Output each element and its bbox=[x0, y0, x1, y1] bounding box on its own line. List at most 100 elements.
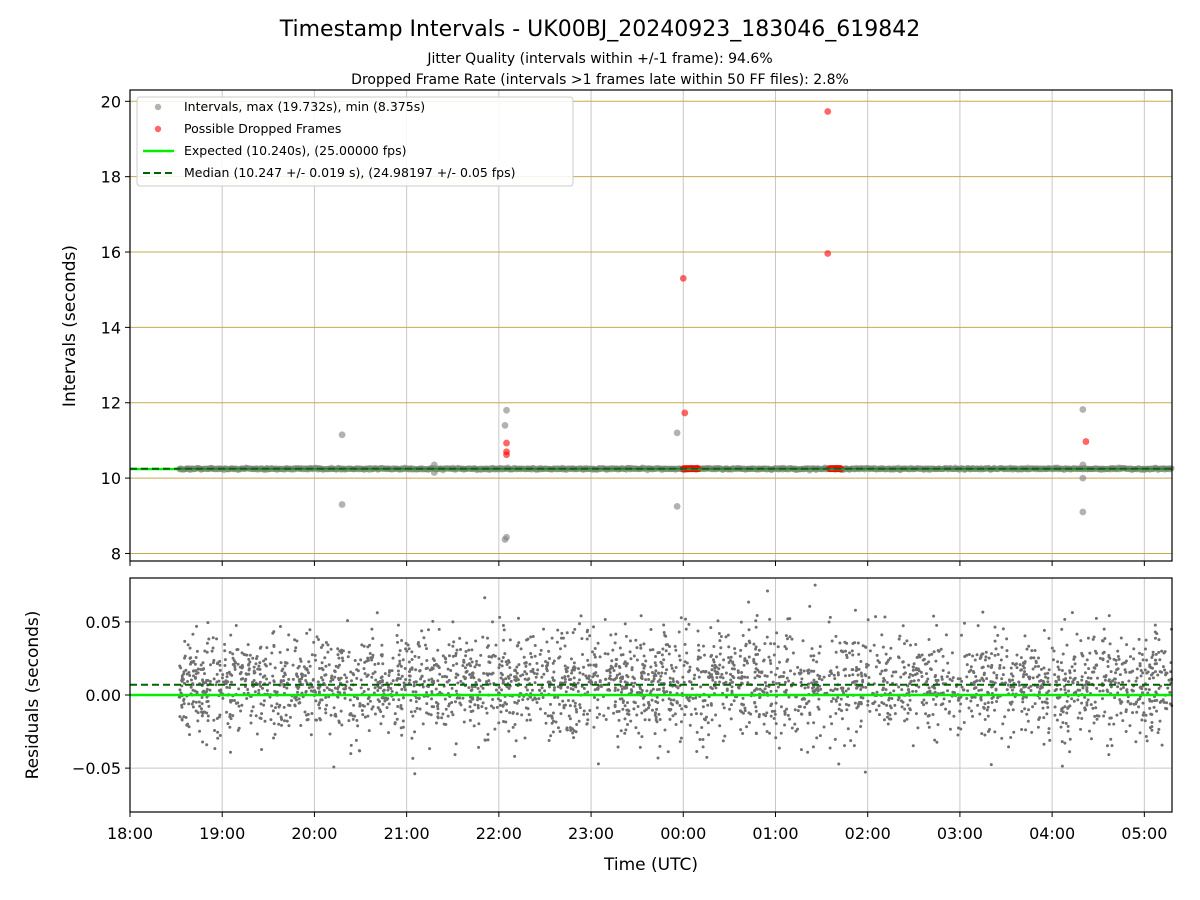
residual-point bbox=[489, 704, 493, 708]
residual-point bbox=[249, 721, 253, 725]
residual-point bbox=[677, 630, 681, 634]
residual-point bbox=[297, 664, 301, 668]
residual-point bbox=[272, 643, 276, 647]
residual-point bbox=[812, 654, 816, 658]
residual-point bbox=[899, 699, 903, 703]
residual-point bbox=[1143, 647, 1147, 651]
residual-point bbox=[474, 639, 478, 643]
residual-point bbox=[348, 712, 352, 716]
residual-point bbox=[754, 625, 758, 629]
residual-point bbox=[1102, 650, 1106, 654]
residual-point bbox=[712, 660, 716, 664]
residual-point bbox=[373, 712, 377, 716]
residual-point bbox=[1019, 689, 1023, 693]
residual-point bbox=[598, 712, 602, 716]
residual-point bbox=[754, 709, 758, 713]
residual-point bbox=[402, 681, 406, 685]
residual-point bbox=[707, 676, 711, 680]
residual-point bbox=[1115, 713, 1119, 717]
residual-point bbox=[199, 663, 203, 667]
residual-point bbox=[1015, 653, 1019, 657]
residual-point bbox=[718, 680, 722, 684]
residual-point bbox=[831, 689, 835, 693]
residual-point bbox=[707, 733, 711, 737]
residual-point bbox=[1109, 670, 1113, 674]
residual-point bbox=[196, 671, 200, 675]
residual-point bbox=[762, 722, 766, 726]
residual-point bbox=[716, 619, 720, 623]
residual-point bbox=[888, 713, 892, 717]
residual-point bbox=[779, 674, 783, 678]
residual-point bbox=[291, 663, 295, 667]
residual-point bbox=[514, 739, 518, 743]
residual-point bbox=[462, 720, 466, 724]
residual-point bbox=[287, 724, 291, 728]
residual-point bbox=[603, 617, 607, 621]
residual-point bbox=[933, 738, 937, 742]
residual-point bbox=[948, 710, 952, 714]
residual-point bbox=[1103, 678, 1107, 682]
residual-point bbox=[1119, 687, 1123, 691]
x-tick-label: 02:00 bbox=[845, 824, 891, 843]
legend-median-label: Median (10.247 +/- 0.019 s), (24.98197 +… bbox=[184, 165, 515, 180]
residual-point bbox=[1023, 685, 1027, 689]
residual-point bbox=[1042, 666, 1046, 670]
residual-point bbox=[885, 703, 889, 707]
residual-point bbox=[816, 689, 820, 693]
residual-point bbox=[261, 675, 265, 679]
residual-point bbox=[285, 686, 289, 690]
residual-point bbox=[536, 668, 540, 672]
residual-point bbox=[897, 685, 901, 689]
residual-point bbox=[327, 663, 331, 667]
residual-point bbox=[308, 664, 312, 668]
residual-point bbox=[523, 677, 527, 681]
residual-point bbox=[272, 736, 276, 740]
residual-point bbox=[1141, 701, 1145, 705]
residual-point bbox=[1139, 674, 1143, 678]
residual-point bbox=[1140, 691, 1144, 695]
residual-point bbox=[425, 691, 429, 695]
residual-point bbox=[874, 615, 878, 619]
residual-point bbox=[747, 600, 751, 604]
residual-point bbox=[816, 673, 820, 677]
residual-point bbox=[337, 656, 341, 660]
residual-point bbox=[1107, 722, 1111, 726]
residual-point bbox=[319, 718, 323, 722]
residual-point bbox=[359, 678, 363, 682]
residual-point bbox=[1035, 685, 1039, 689]
residual-point bbox=[999, 658, 1003, 662]
residual-point bbox=[1051, 658, 1055, 662]
interval-point bbox=[430, 461, 438, 469]
residual-point bbox=[1137, 705, 1141, 709]
residual-point bbox=[370, 658, 374, 662]
residual-point bbox=[611, 666, 615, 670]
residual-point bbox=[1060, 627, 1064, 631]
residual-point bbox=[270, 704, 274, 708]
residual-point bbox=[221, 696, 225, 700]
residual-point bbox=[596, 762, 600, 766]
residual-point bbox=[817, 697, 821, 701]
residual-point bbox=[441, 654, 445, 658]
residual-point bbox=[747, 628, 751, 632]
residual-point bbox=[240, 664, 244, 668]
residual-point bbox=[573, 701, 577, 705]
residual-point bbox=[378, 681, 382, 685]
residual-point bbox=[568, 717, 572, 721]
residual-point bbox=[724, 671, 728, 675]
legend-expected-label: Expected (10.240s), (25.00000 fps) bbox=[184, 143, 406, 158]
residual-point bbox=[619, 680, 623, 684]
residual-point bbox=[1066, 706, 1070, 710]
residual-point bbox=[634, 726, 638, 730]
residual-point bbox=[348, 698, 352, 702]
residual-point bbox=[1056, 660, 1060, 664]
residual-point bbox=[1083, 695, 1087, 699]
residual-point bbox=[1102, 627, 1106, 631]
residual-point bbox=[641, 696, 645, 700]
residual-point bbox=[648, 648, 652, 652]
intervals-y-tick-label: 18 bbox=[101, 168, 121, 187]
residual-point bbox=[624, 634, 628, 638]
residual-point bbox=[679, 616, 683, 620]
residual-point bbox=[326, 650, 330, 654]
residual-point bbox=[505, 709, 509, 713]
residual-point bbox=[1040, 700, 1044, 704]
